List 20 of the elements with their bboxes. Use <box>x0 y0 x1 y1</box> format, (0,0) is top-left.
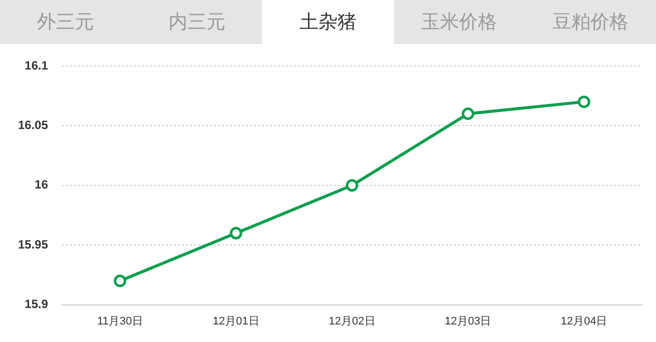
text: 外三元 <box>36 10 96 35</box>
x-tick-label: 12月02日 <box>328 315 376 328</box>
point <box>462 108 474 120</box>
text: 内三元 <box>167 10 226 35</box>
x-tick-label: 11月30日 <box>97 315 143 328</box>
x-tick-label: 12月04日 <box>560 315 608 328</box>
x-tick-label: 12月03日 <box>444 315 492 328</box>
y-tick-label: 15.9 <box>24 297 48 312</box>
point <box>346 179 358 192</box>
y-tick-label: 15.95 <box>18 237 48 252</box>
point <box>230 226 242 240</box>
x-tick-label: 12月01日 <box>212 315 260 328</box>
text: 玉米价格 <box>420 10 498 35</box>
point <box>114 274 126 288</box>
y-tick-label: 16 <box>34 178 48 192</box>
chart-title: 土杂猪 <box>262 0 394 44</box>
y-tick-label: 16.1 <box>24 58 48 72</box>
text: 豆粕价格 <box>551 10 630 35</box>
point <box>578 96 590 108</box>
y-tick-label: 16.05 <box>18 118 48 132</box>
